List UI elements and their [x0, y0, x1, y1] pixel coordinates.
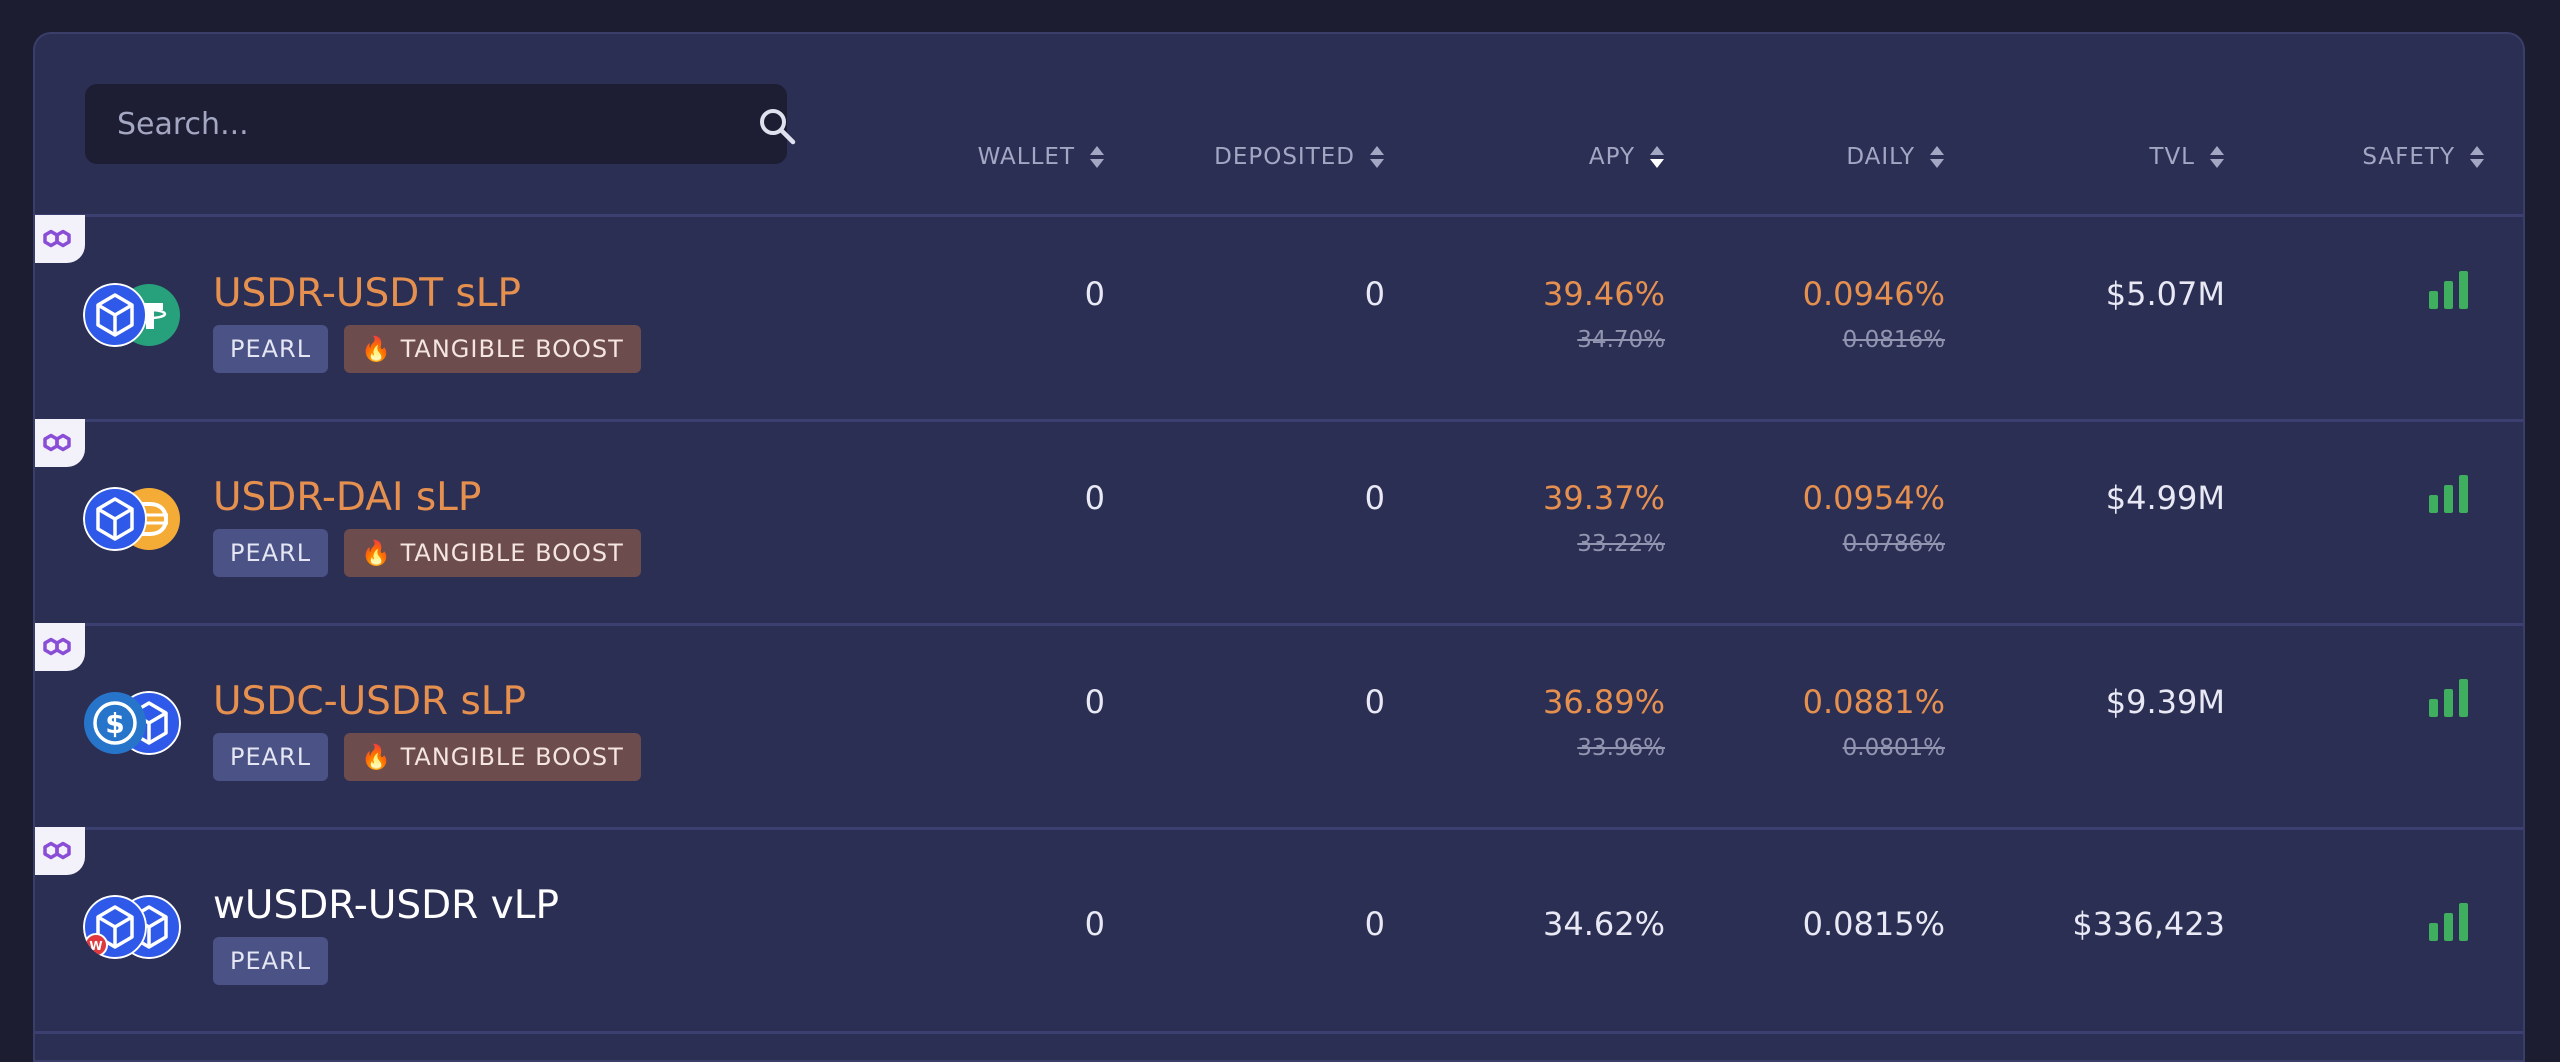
- badge-group: PEARL 🔥 TANGIBLE BOOST: [213, 325, 641, 373]
- sort-icon: [2210, 146, 2224, 168]
- safety-bars-icon: [2429, 679, 2468, 717]
- daily-value: 0.0946%: [1802, 275, 1945, 313]
- table-row[interactable]: USDR-DAI sLP PEARL 🔥 TANGIBLE BOOST 0 0 …: [35, 419, 2523, 626]
- column-header-apy[interactable]: APY: [1415, 142, 1665, 172]
- daily-value: 0.0815%: [1802, 905, 1945, 943]
- sort-icon: [1930, 146, 1944, 168]
- polygon-chain-tag: [35, 215, 85, 263]
- table-header: WALLET DEPOSITED APY DAILY TVL SAFETY: [35, 34, 2523, 217]
- svg-text:$: $: [105, 707, 124, 740]
- wusdr-icon: W: [83, 895, 147, 959]
- polygon-icon: [43, 637, 71, 656]
- column-header-deposited[interactable]: DEPOSITED: [1135, 142, 1385, 172]
- token-pair: $: [83, 691, 183, 757]
- column-header-deposited-label: DEPOSITED: [1214, 144, 1355, 170]
- polygon-icon: [43, 433, 71, 452]
- apy-value: 39.46%: [1542, 275, 1665, 313]
- tvl-value: $4.99M: [2105, 479, 2225, 517]
- column-header-wallet[interactable]: WALLET: [855, 142, 1105, 172]
- svg-text:W: W: [89, 939, 102, 953]
- pool-name[interactable]: USDC-USDR sLP: [213, 679, 527, 724]
- column-header-apy-label: APY: [1588, 144, 1635, 170]
- boost-badge: 🔥 TANGIBLE BOOST: [344, 325, 641, 373]
- platform-badge: PEARL: [213, 733, 329, 781]
- table-row[interactable]: USDR-USDT sLP PEARL 🔥 TANGIBLE BOOST 0 0…: [35, 215, 2523, 422]
- pool-name[interactable]: wUSDR-USDR vLP: [213, 883, 559, 928]
- daily-value: 0.0881%: [1802, 683, 1945, 721]
- badge-group: PEARL: [213, 937, 329, 985]
- tvl-value: $5.07M: [2105, 275, 2225, 313]
- platform-badge: PEARL: [213, 529, 329, 577]
- pool-name[interactable]: USDR-DAI sLP: [213, 475, 482, 520]
- apy-old-value: 33.22%: [1577, 531, 1665, 557]
- safety-bars-icon: [2429, 903, 2468, 941]
- table-row[interactable]: W wUSDR-USDR vLP PEARL 0 0 34.62% 0.0815…: [35, 827, 2523, 1034]
- wallet-value: 0: [1084, 683, 1105, 721]
- search-input[interactable]: [117, 84, 697, 164]
- tvl-value: $9.39M: [2105, 683, 2225, 721]
- usdc-icon: $: [84, 692, 146, 754]
- token-pair: [83, 283, 183, 349]
- sort-icon: [2470, 146, 2484, 168]
- search-icon[interactable]: [757, 106, 797, 146]
- column-header-safety[interactable]: SAFETY: [2235, 142, 2485, 172]
- deposited-value: 0: [1364, 683, 1385, 721]
- apy-old-value: 34.70%: [1577, 327, 1665, 353]
- polygon-chain-tag: [35, 623, 85, 671]
- usdr-icon: [83, 487, 147, 551]
- column-header-daily[interactable]: DAILY: [1695, 142, 1945, 172]
- deposited-value: 0: [1364, 905, 1385, 943]
- daily-old-value: 0.0786%: [1842, 531, 1945, 557]
- apy-value: 39.37%: [1542, 479, 1665, 517]
- token-pair: W: [83, 895, 183, 961]
- sort-icon: [1090, 146, 1104, 168]
- vaults-table: WALLET DEPOSITED APY DAILY TVL SAFETY: [33, 32, 2525, 1062]
- column-header-tvl[interactable]: TVL: [1975, 142, 2225, 172]
- safety-bars-icon: [2429, 475, 2468, 513]
- daily-old-value: 0.0801%: [1842, 735, 1945, 761]
- apy-value: 36.89%: [1542, 683, 1665, 721]
- usdr-icon: [83, 283, 147, 347]
- daily-value: 0.0954%: [1802, 479, 1945, 517]
- platform-badge: PEARL: [213, 325, 329, 373]
- polygon-icon: [43, 229, 71, 248]
- token-pair: [83, 487, 183, 553]
- platform-badge: PEARL: [213, 937, 329, 985]
- table-row[interactable]: $ USDC-USDR sLP PEARL 🔥 TANGIBLE BOOST 0…: [35, 623, 2523, 830]
- column-header-daily-label: DAILY: [1846, 144, 1915, 170]
- deposited-value: 0: [1364, 479, 1385, 517]
- apy-old-value: 33.96%: [1577, 735, 1665, 761]
- apy-value: 34.62%: [1542, 905, 1665, 943]
- polygon-chain-tag: [35, 419, 85, 467]
- boost-badge: 🔥 TANGIBLE BOOST: [344, 529, 641, 577]
- safety-bars-icon: [2429, 271, 2468, 309]
- tvl-value: $336,423: [2072, 905, 2225, 943]
- pool-name[interactable]: USDR-USDT sLP: [213, 271, 522, 316]
- badge-group: PEARL 🔥 TANGIBLE BOOST: [213, 733, 641, 781]
- sort-icon: [1370, 146, 1384, 168]
- wallet-value: 0: [1084, 905, 1105, 943]
- polygon-chain-tag: [35, 827, 85, 875]
- search-box[interactable]: [85, 84, 796, 164]
- boost-badge: 🔥 TANGIBLE BOOST: [344, 733, 641, 781]
- badge-group: PEARL 🔥 TANGIBLE BOOST: [213, 529, 641, 577]
- wallet-value: 0: [1084, 275, 1105, 313]
- deposited-value: 0: [1364, 275, 1385, 313]
- polygon-icon: [43, 841, 71, 860]
- column-header-safety-label: SAFETY: [2362, 144, 2455, 170]
- sort-desc-icon: [1650, 146, 1664, 168]
- column-header-wallet-label: WALLET: [977, 144, 1075, 170]
- wallet-value: 0: [1084, 479, 1105, 517]
- column-header-tvl-label: TVL: [2149, 144, 2195, 170]
- daily-old-value: 0.0816%: [1842, 327, 1945, 353]
